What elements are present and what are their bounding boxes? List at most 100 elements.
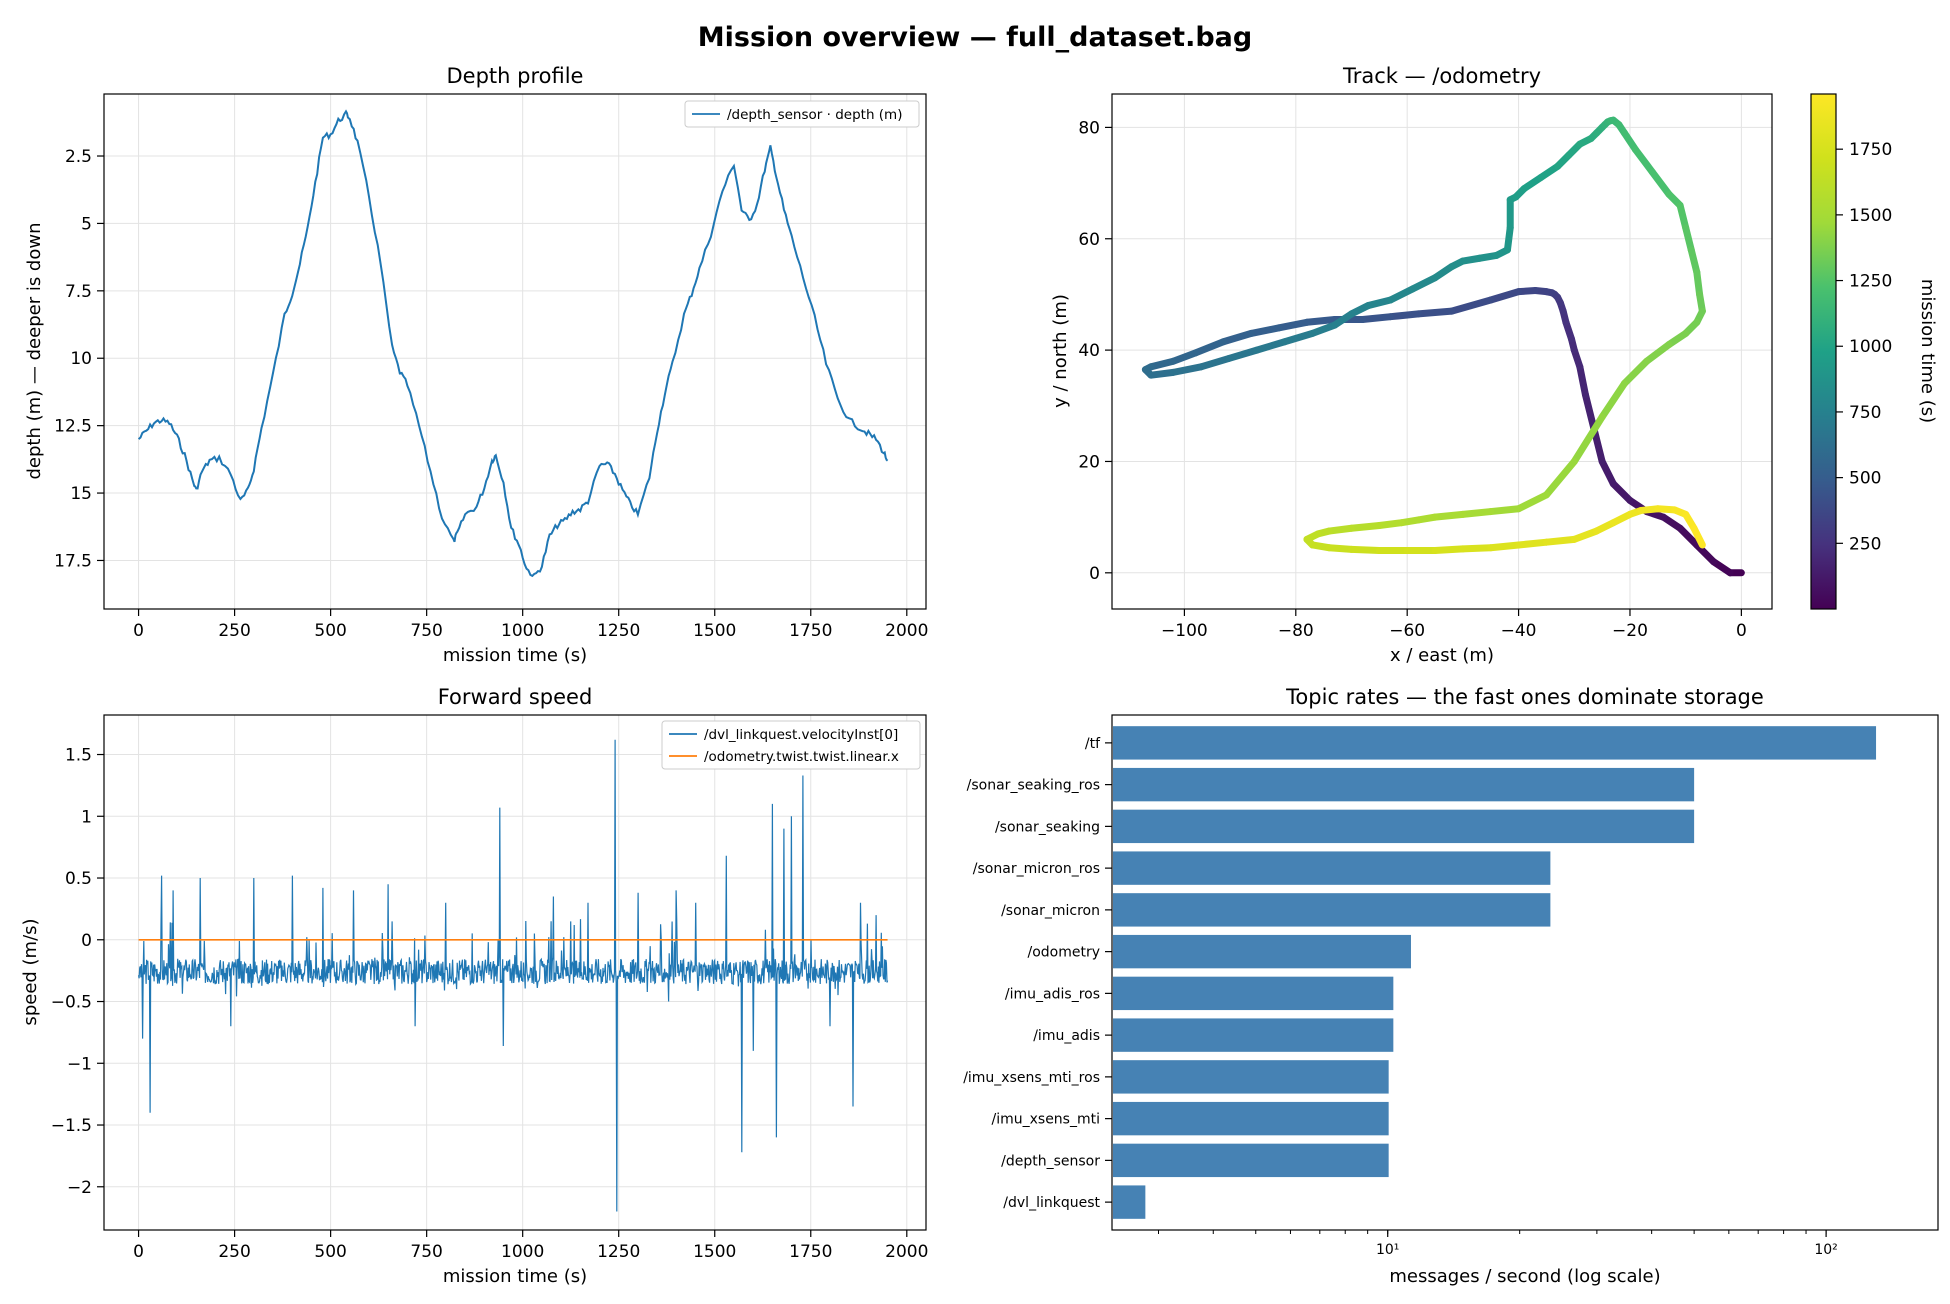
rates-plot-area — [1113, 726, 1877, 1219]
rates-category-label: /tf — [1085, 736, 1101, 752]
depth-plot-area — [137, 109, 889, 578]
track-segment — [1598, 457, 1617, 488]
track-segment — [1570, 527, 1601, 543]
track-segment — [1169, 363, 1205, 376]
depth-x-tick-label: 2000 — [885, 621, 928, 641]
track-segment — [1169, 349, 1200, 365]
track-segment — [1487, 288, 1523, 304]
colorbar-tick-label: 1750 — [1849, 140, 1892, 160]
track-segment — [1303, 315, 1339, 326]
track-y-label: y / north (m) — [1050, 294, 1071, 408]
speed-legend-box — [661, 720, 921, 770]
track-segment — [1414, 307, 1456, 318]
track-segment — [1576, 363, 1589, 399]
speed-legend-label-odometry: /odometry.twist.twist.linear.x — [704, 749, 899, 765]
speed-x-tick-label: 750 — [410, 1242, 442, 1262]
track-segment — [1386, 310, 1422, 321]
rates-bar — [1113, 726, 1877, 760]
colorbar-gradient — [1811, 94, 1836, 609]
rates-ticks: 10¹ 10²/tf/sonar_seaking_ros/sonar_seakin… — [963, 736, 1838, 1258]
colorbar-frame — [1810, 93, 1837, 610]
track-x-tick-label: −20 — [1612, 621, 1648, 641]
track-segment — [1225, 346, 1261, 362]
rates-bar — [1113, 809, 1695, 844]
track-segment — [1325, 524, 1355, 535]
speed-ticks: 0 250 500 750 1000 1250 1500 1750 2000 −2 −1.5 −1 −0… — [51, 746, 929, 1262]
track-segment — [1275, 318, 1311, 332]
track-x-tick-label: −80 — [1278, 621, 1314, 641]
track-segment — [1364, 296, 1394, 310]
colorbar-ticks: 250 500 750 1000 1250 1500 1750 — [1836, 140, 1892, 554]
track-segment — [1253, 338, 1289, 354]
track-segment — [1247, 324, 1283, 337]
track-segment — [1503, 224, 1514, 254]
rates-category-label: /sonar_seaking — [995, 819, 1100, 835]
track-segment — [1515, 491, 1550, 513]
speed-y-tick-label: 1 — [81, 807, 92, 827]
track-panel: −100 −80 −60 −40 −20 0 0 20 40 60 80 Track — /odom… — [1050, 64, 1938, 666]
track-y-tick-label: 0 — [1089, 564, 1100, 584]
track-segment — [1515, 538, 1550, 549]
track-segment — [1375, 519, 1406, 529]
colorbar-tick-label: 250 — [1849, 534, 1881, 554]
speed-axes-frame — [103, 714, 927, 1231]
speed-y-tick-label: −2 — [67, 1178, 92, 1198]
track-segment — [1690, 524, 1706, 549]
track-segment — [1325, 544, 1355, 553]
rates-bar — [1113, 1143, 1389, 1178]
track-segment — [1598, 380, 1628, 421]
depth-grid — [104, 94, 926, 609]
rates-category-label: /imu_xsens_mti_ros — [963, 1070, 1100, 1086]
speed-x-tick-label: 2000 — [885, 1242, 928, 1262]
track-ticks: −100 −80 −60 −40 −20 0 0 20 40 60 80 — [1078, 118, 1746, 641]
track-segment — [1632, 146, 1656, 176]
track-segment — [1620, 357, 1651, 388]
rates-category-label: /sonar_micron — [1001, 903, 1100, 919]
speed-y-tick-label: 1.5 — [65, 746, 92, 766]
speed-x-tick-label: 1000 — [501, 1242, 544, 1262]
speed-x-tick-label: 1250 — [597, 1242, 640, 1262]
rates-category-label: /imu_adis_ros — [1005, 986, 1100, 1002]
track-y-tick-label: 20 — [1078, 452, 1100, 472]
speed-y-label: speed (m/s) — [20, 918, 41, 1025]
rates-bar — [1113, 1185, 1146, 1219]
forward-speed-panel: 0 250 500 750 1000 1250 1500 1750 2000 −2 −1.5 −1 −0… — [20, 685, 928, 1287]
track-y-tick-label: 40 — [1078, 341, 1100, 361]
track-segment — [1648, 168, 1673, 198]
depth-x-tick-label: 1250 — [597, 621, 640, 641]
speed-y-tick-label: −1 — [67, 1054, 92, 1074]
depth-y-tick-label: 5 — [81, 214, 92, 234]
track-segment — [1219, 329, 1255, 346]
track-segment — [1693, 268, 1704, 298]
depth-y-tick-label: 15 — [70, 484, 92, 504]
track-segment — [1147, 357, 1177, 371]
track-segment — [1676, 524, 1701, 549]
rates-bar — [1113, 851, 1551, 885]
colorbar-tick-label: 750 — [1849, 403, 1881, 423]
depth-title: Depth profile — [447, 64, 584, 88]
track-segment — [1609, 480, 1634, 504]
colorbar-tick-label: 1500 — [1849, 206, 1892, 226]
rates-bar — [1113, 893, 1551, 927]
track-segment — [1197, 354, 1233, 371]
figure-title: Mission overview — full_dataset.bag — [698, 22, 1252, 53]
colorbar-tick-label: 1000 — [1849, 337, 1892, 357]
speed-x-label: mission time (s) — [443, 1266, 587, 1287]
track-segment — [1570, 413, 1606, 465]
track-segment — [1309, 321, 1339, 337]
depth-x-tick-label: 1750 — [789, 621, 832, 641]
depth-y-tick-label: 12.5 — [54, 417, 92, 437]
speed-y-tick-label: −1.5 — [51, 1116, 92, 1136]
rates-x-tick-label: 10¹ — [1376, 1242, 1399, 1258]
track-segment — [1682, 224, 1695, 254]
rates-x-tick-label: 10² — [1814, 1242, 1837, 1258]
track-segment — [1347, 545, 1383, 555]
speed-legend: /dvl_linkquest.velocityInst[0] /odometry… — [661, 720, 921, 770]
track-grid — [1112, 94, 1772, 609]
speed-y-tick-label: 0 — [81, 931, 92, 951]
track-x-tick-label: −40 — [1501, 621, 1537, 641]
track-segment — [1459, 544, 1495, 553]
track-colorbar: 250 500 750 1000 1250 1500 1750 mission time (… — [1810, 93, 1938, 610]
